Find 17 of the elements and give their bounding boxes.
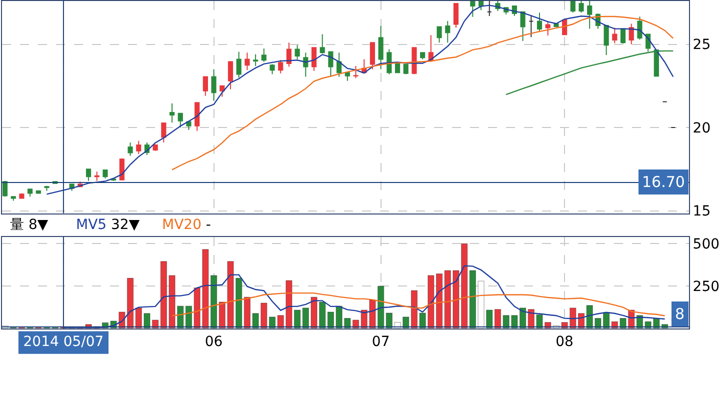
text: - xyxy=(206,217,211,233)
y-tick-label: 15 xyxy=(692,204,711,220)
text: 32▼ xyxy=(111,217,140,233)
text: 8▼ xyxy=(28,217,48,233)
ref-line-label: 8 xyxy=(675,305,685,323)
x-tick-label: 2014 05/07 xyxy=(23,334,104,350)
x-tick-label: 07 xyxy=(372,334,390,350)
y-tick-label: 25 xyxy=(692,37,711,54)
text: 量 xyxy=(10,217,24,233)
text: MV5 xyxy=(76,217,107,233)
y-tick-label: 250 xyxy=(692,278,720,295)
text: MV20 xyxy=(162,217,202,233)
y-tick-label: 500 xyxy=(692,236,720,253)
x-tick-label: 06 xyxy=(204,334,223,350)
y-tick-label: 20 xyxy=(692,120,711,136)
ref-line-label: 16.70 xyxy=(642,173,685,191)
x-tick-label: 08 xyxy=(556,334,574,350)
